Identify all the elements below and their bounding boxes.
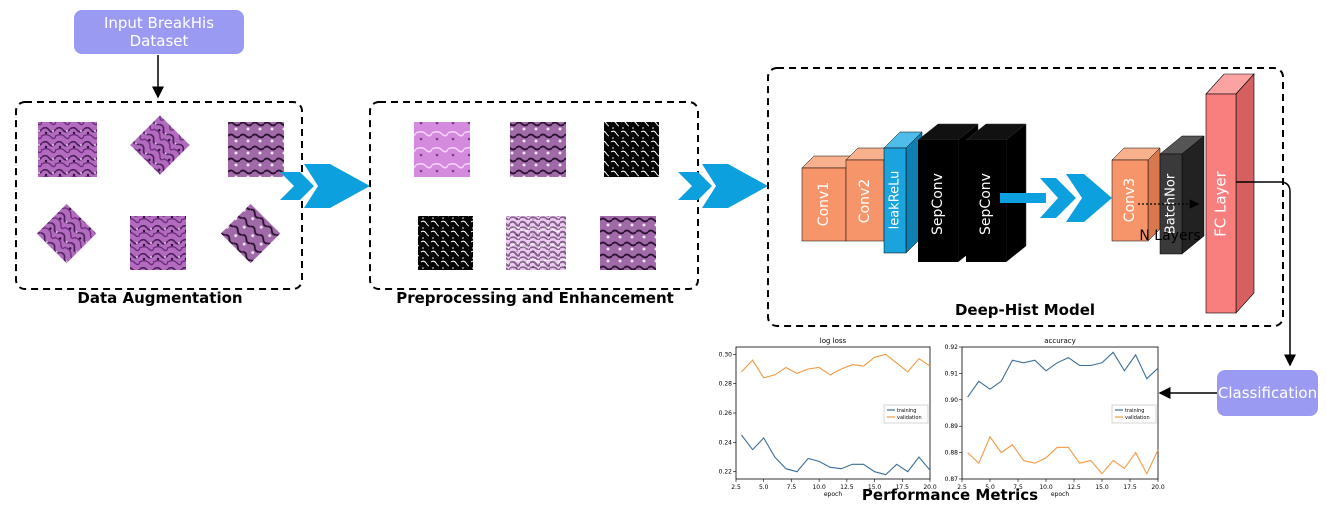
validation-line xyxy=(967,435,1159,475)
model-title: Deep-Hist Model xyxy=(954,301,1096,319)
conv3-label: Conv3 xyxy=(1122,178,1138,222)
x-tick-label: 12.5 xyxy=(840,484,854,491)
preprocessing-title: Preprocessing and Enhancement xyxy=(396,289,674,307)
metrics-title: Performance Metrics xyxy=(861,486,1039,504)
fc-layer-block: FC Layer xyxy=(1205,73,1255,314)
x-tick-label: 7.5 xyxy=(1013,484,1023,491)
binary-image xyxy=(418,216,473,270)
model-flow-arrow xyxy=(1000,174,1112,222)
x-tick-label: 15.0 xyxy=(868,484,882,491)
batchnorm-block: BatchNor xyxy=(1159,135,1205,255)
y-tick-label: 0.26 xyxy=(719,410,733,417)
x-tick-label: 2.5 xyxy=(731,484,741,491)
enhanced-image xyxy=(600,216,656,270)
classification-node: Classification xyxy=(1217,370,1318,416)
legend-label: validation xyxy=(897,415,922,421)
tissue-image xyxy=(130,115,190,175)
y-tick-label: 0.90 xyxy=(945,397,959,404)
x-axis-label: epoch xyxy=(1051,491,1069,498)
y-tick-label: 0.22 xyxy=(719,469,733,476)
y-tick-label: 0.88 xyxy=(945,450,959,457)
y-tick-label: 0.24 xyxy=(719,439,733,446)
chart-title: log loss xyxy=(820,337,847,345)
conv3-block: Conv3 xyxy=(1111,147,1161,242)
enhanced-image xyxy=(414,122,470,177)
tissue-image xyxy=(220,203,281,264)
conv1-label: Conv1 xyxy=(816,182,832,226)
tissue-image xyxy=(130,216,186,270)
x-tick-label: 5.0 xyxy=(759,484,769,491)
x-tick-label: 17.5 xyxy=(1123,484,1137,491)
x-tick-label: 12.5 xyxy=(1067,484,1081,491)
fc-layer-label: FC Layer xyxy=(1212,170,1230,237)
x-axis-label: epoch xyxy=(824,491,842,498)
x-tick-label: 15.0 xyxy=(1095,484,1109,491)
leaky-relu-label: leakReLu xyxy=(888,171,903,230)
preprocessing-images xyxy=(414,122,659,270)
x-tick-label: 17.5 xyxy=(896,484,910,491)
tissue-image xyxy=(228,122,284,177)
tissue-image xyxy=(38,122,97,177)
sepconv2-label: SepConv xyxy=(978,173,994,235)
y-tick-label: 0.89 xyxy=(945,423,959,430)
y-tick-label: 0.87 xyxy=(945,476,959,483)
x-tick-label: 10.0 xyxy=(812,484,826,491)
training-line xyxy=(741,434,931,476)
leaky-relu-block: leakReLu xyxy=(883,131,923,254)
chart-title: accuracy xyxy=(1044,337,1076,345)
n-layers-label: N Layers xyxy=(1139,228,1200,244)
sepconv1-label: SepConv xyxy=(930,173,946,235)
augmentation-images xyxy=(36,115,284,270)
binary-image xyxy=(604,122,659,177)
y-tick-label: 0.30 xyxy=(719,351,733,358)
legend-label: validation xyxy=(1125,415,1150,421)
augmentation-title: Data Augmentation xyxy=(77,289,243,307)
model-box xyxy=(767,67,1284,327)
conv2-label: Conv2 xyxy=(857,179,873,223)
legend-label: training xyxy=(897,408,916,414)
enhanced-image xyxy=(510,122,566,177)
fc-to-classification-arrow xyxy=(1236,181,1296,367)
flow-arrow-1 xyxy=(280,164,370,208)
y-tick-label: 0.28 xyxy=(719,381,733,388)
input-dataset-node: Input BreakHis Dataset xyxy=(74,10,244,54)
x-tick-label: 5.0 xyxy=(985,484,995,491)
training-line xyxy=(967,351,1159,398)
x-tick-label: 7.5 xyxy=(787,484,797,491)
tissue-image xyxy=(36,203,97,264)
y-tick-label: 0.91 xyxy=(945,370,959,377)
x-tick-label: 2.5 xyxy=(957,484,967,491)
enhanced-image xyxy=(506,216,566,270)
x-tick-label: 20.0 xyxy=(923,484,937,491)
validation-line xyxy=(741,353,931,379)
flow-arrow-2 xyxy=(678,164,768,208)
accuracy-chart: accuracy 2.5 5.0 7.5 10.0 12.5 15.0 17.5 20.0 0.9… xyxy=(945,337,1165,498)
legend-label: training xyxy=(1125,408,1144,414)
x-tick-label: 20.0 xyxy=(1151,484,1165,491)
y-tick-label: 0.92 xyxy=(945,344,959,351)
x-tick-label: 10.0 xyxy=(1039,484,1053,491)
log-loss-chart: log loss 2.5 5.0 7.5 10.0 12.5 15.0 17.5 20.0 0.3… xyxy=(719,337,937,498)
